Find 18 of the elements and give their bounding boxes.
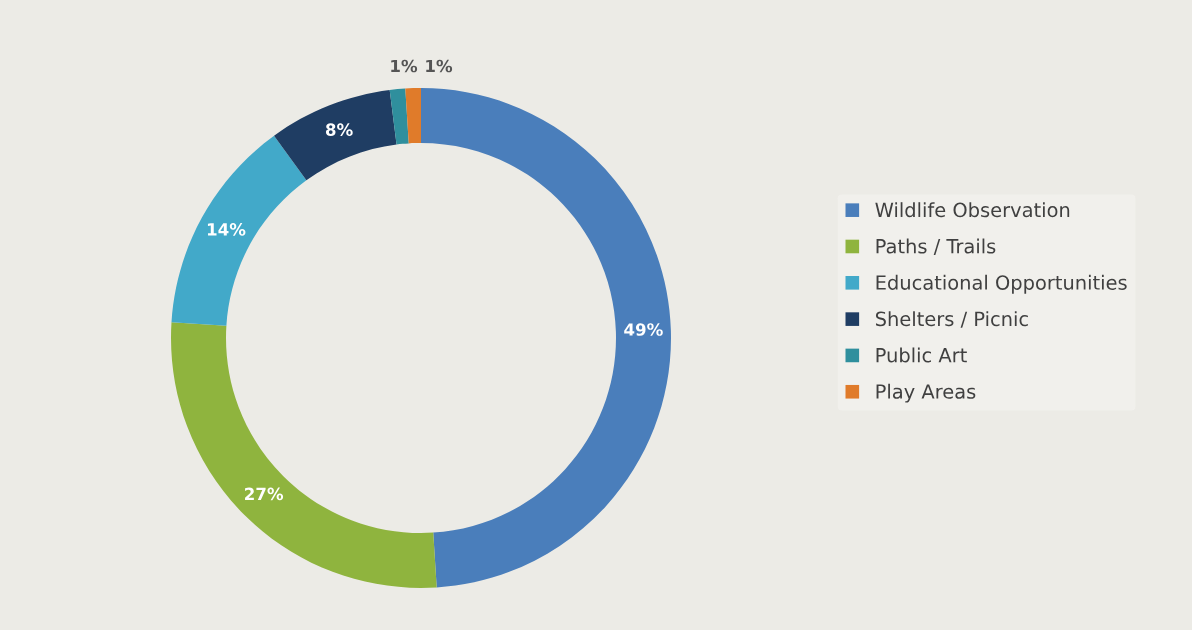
data-label: 27%: [245, 487, 284, 501]
legend-label: Paths / Trails: [876, 238, 996, 256]
data-label: 49%: [624, 323, 663, 336]
legend-label: Public Art: [876, 347, 967, 363]
data-label: 8%: [325, 123, 353, 136]
donut-slice: [171, 135, 307, 326]
donut-slice: [389, 88, 409, 145]
donut-slice: [421, 88, 671, 588]
data-label: 14%: [207, 223, 246, 236]
data-label: 1%: [391, 59, 418, 73]
legend-label: Shelters / Picnic: [875, 311, 1028, 328]
donut-slice: [274, 89, 397, 181]
donut-slice: [171, 322, 437, 588]
donut-slice: [405, 88, 421, 144]
data-label: 1%: [426, 59, 453, 73]
legend-label: Educational Opportunities: [876, 274, 1127, 294]
legend-label: Wildlife Observation: [875, 202, 1070, 218]
legend-label: Play Areas: [876, 383, 976, 403]
